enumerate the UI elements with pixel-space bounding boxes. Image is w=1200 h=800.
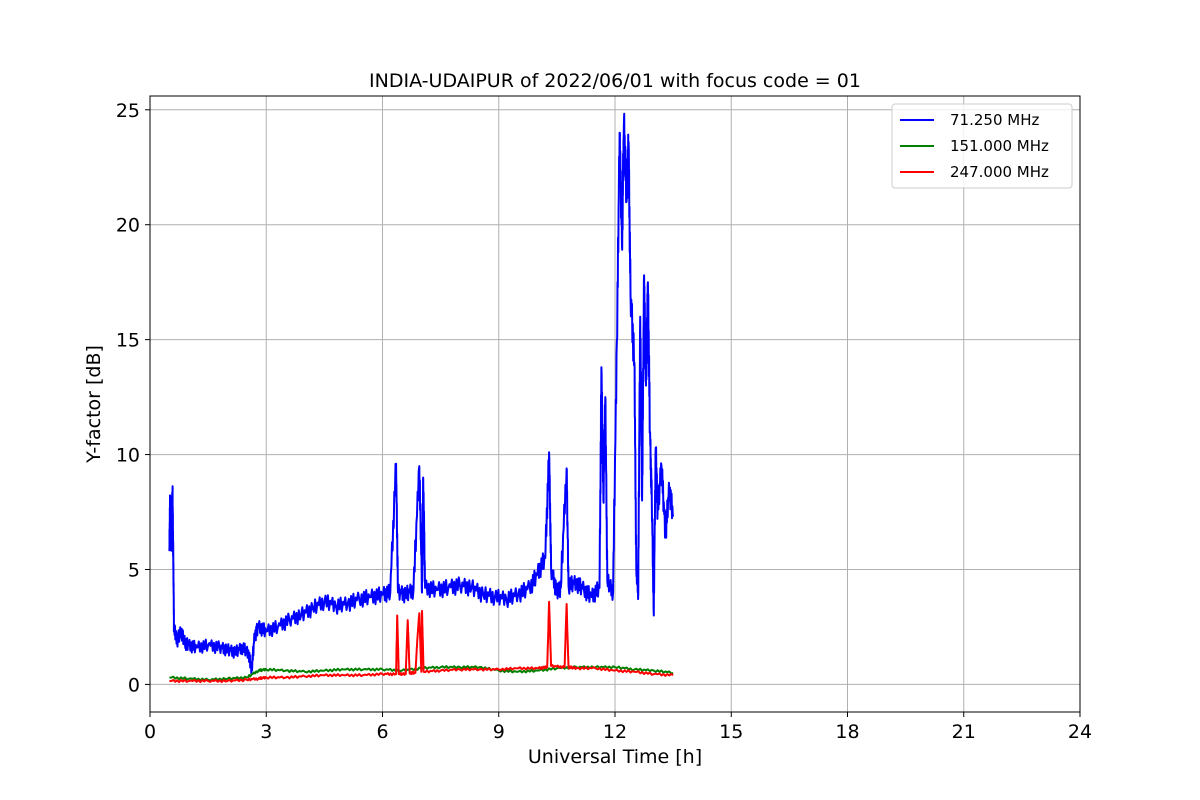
series-line xyxy=(169,600,674,684)
x-tick-label: 24 xyxy=(1068,721,1092,743)
series-line xyxy=(168,112,675,675)
series-layer xyxy=(168,112,675,684)
x-tick-label: 21 xyxy=(952,721,976,743)
y-tick-label: 0 xyxy=(128,674,140,696)
x-tick-label: 18 xyxy=(835,721,859,743)
y-tick-label: 20 xyxy=(116,215,140,237)
legend-label: 247.000 MHz xyxy=(950,163,1049,181)
y-tick-label: 10 xyxy=(116,445,140,467)
legend: 71.250 MHz 151.000 MHz 247.000 MHz xyxy=(891,103,1073,189)
y-tick-label: 15 xyxy=(116,330,140,352)
x-axis-label: Universal Time [h] xyxy=(528,746,702,768)
y-tick-label: 25 xyxy=(116,100,140,122)
legend-label: 151.000 MHz xyxy=(950,137,1049,155)
legend-label: 71.250 MHz xyxy=(950,111,1039,129)
chart-title: INDIA-UDAIPUR of 2022/06/01 with focus c… xyxy=(369,70,861,92)
x-tick-label: 0 xyxy=(144,721,156,743)
x-tick-label: 9 xyxy=(493,721,505,743)
x-tick-label: 3 xyxy=(260,721,272,743)
legend-box xyxy=(891,103,1073,189)
x-tick-label: 6 xyxy=(376,721,388,743)
x-tick-label: 12 xyxy=(603,721,627,743)
ticks: 0 3 6 9 12 15 18 21 24 0 5 10 15 20 25 xyxy=(116,100,1092,743)
y-tick-label: 5 xyxy=(128,559,140,581)
x-tick-label: 15 xyxy=(719,721,743,743)
y-axis-label: Y-factor [dB] xyxy=(83,345,105,464)
